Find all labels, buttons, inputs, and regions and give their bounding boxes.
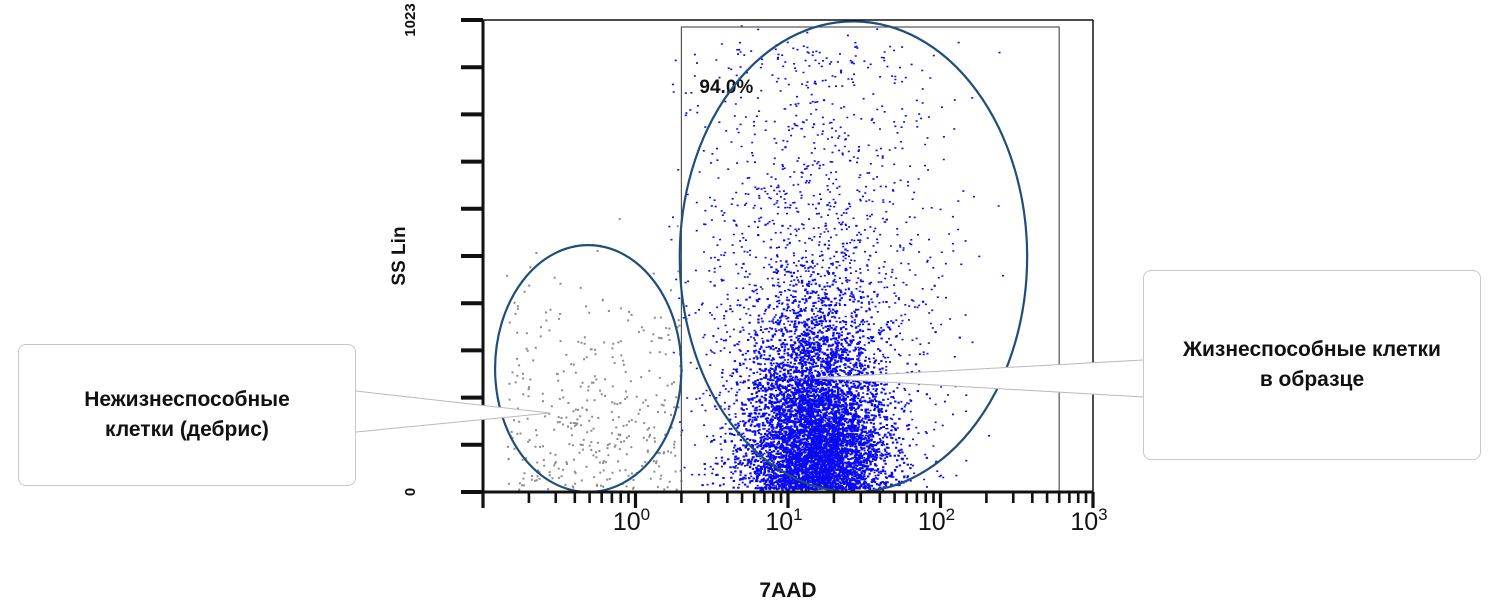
x-tick-label: 103 <box>1070 505 1107 536</box>
callout-leader-lines <box>355 359 1144 433</box>
y-tick-label-0: 0 <box>402 488 419 496</box>
x-tick-label: 102 <box>918 505 955 536</box>
debris-callout: Нежизнеспособные клетки (дебрис) <box>18 344 356 486</box>
callout-leader <box>814 359 1144 398</box>
x-axis-ticks <box>481 492 1095 508</box>
y-axis-ticks <box>461 18 483 494</box>
x-tick-label: 101 <box>765 505 802 536</box>
debris-callout-line-1: Нежизнеспособные <box>84 388 290 411</box>
callout-leader <box>355 390 551 433</box>
viable-callout-line-1: Жизнеспособные клетки <box>1183 338 1441 361</box>
viable-callout: Жизнеспособные клетки в образце <box>1143 270 1481 460</box>
x-tick-label: 100 <box>613 505 650 536</box>
y-axis-title: SS Lin <box>389 226 410 285</box>
viable-event-core <box>701 146 961 491</box>
gate-percent-label: 94.0% <box>699 77 753 98</box>
debris-callout-line-2: клетки (дебрис) <box>105 418 269 441</box>
y-tick-label-1023: 1023 <box>402 3 419 36</box>
x-tick-labels: 100 101 102 103 <box>613 505 1108 536</box>
viable-callout-line-2: в образце <box>1259 368 1365 391</box>
x-axis-title: 7AAD <box>759 579 816 602</box>
viable-events <box>668 25 1004 491</box>
